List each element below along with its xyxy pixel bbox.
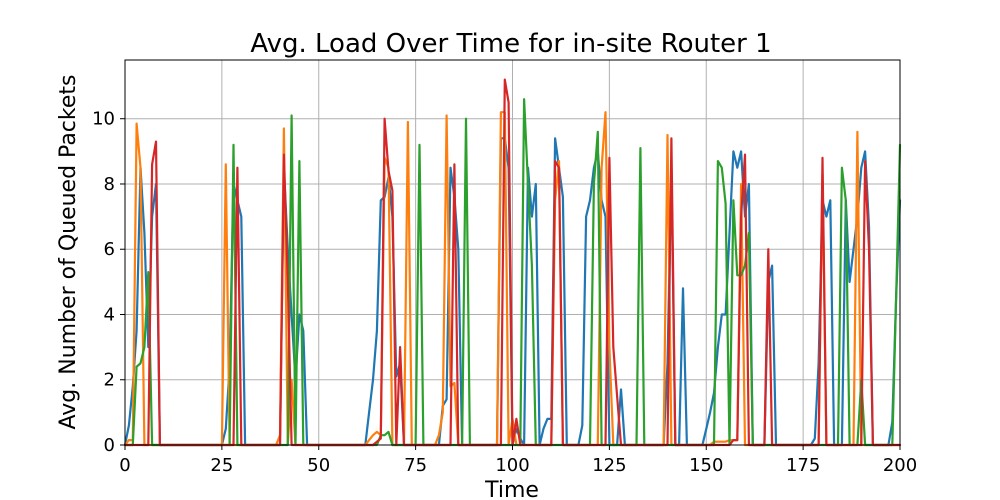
x-tick-label: 150: [689, 455, 723, 476]
y-tick-label: 10: [92, 109, 115, 130]
y-axis-ticks: 0 2 4 6 8 10: [92, 109, 125, 456]
x-tick-label: 25: [210, 455, 233, 476]
y-tick-label: 2: [104, 370, 115, 391]
x-tick-label: 175: [786, 455, 820, 476]
x-tick-label: 0: [119, 455, 130, 476]
x-axis-ticks: 0 25 50 75 100 125 150 175 200: [119, 445, 917, 476]
x-axis-label: Time: [484, 478, 539, 500]
y-tick-label: 6: [104, 239, 115, 260]
y-tick-label: 8: [104, 174, 115, 195]
x-tick-label: 75: [404, 455, 427, 476]
y-tick-label: 4: [104, 304, 115, 325]
x-tick-label: 200: [883, 455, 917, 476]
y-axis-label: Avg. Number of Queued Packets: [56, 75, 81, 430]
x-tick-label: 100: [495, 455, 529, 476]
chart-title: Avg. Load Over Time for in-site Router 1: [250, 29, 771, 59]
x-tick-label: 50: [307, 455, 330, 476]
x-tick-label: 125: [592, 455, 626, 476]
y-tick-label: 0: [104, 435, 115, 456]
